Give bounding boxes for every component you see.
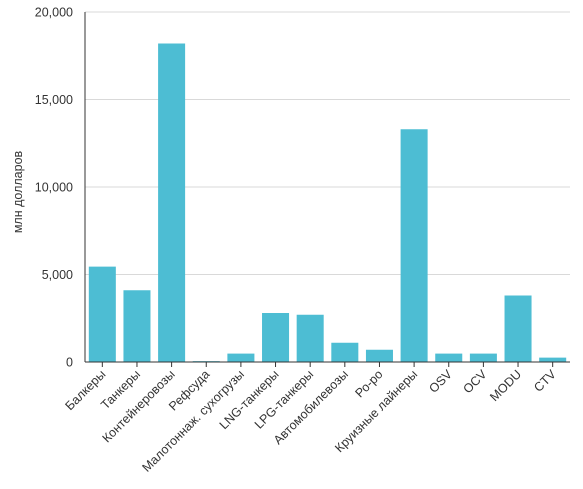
bar xyxy=(227,353,255,362)
bar xyxy=(158,43,186,362)
bar xyxy=(469,353,497,362)
y-axis-title: млн долларов xyxy=(11,150,25,233)
y-tick-label: 5,000 xyxy=(42,268,73,282)
y-tick-label: 10,000 xyxy=(35,181,73,195)
y-axis-tick-labels: 0 5,000 10,000 15,000 20,000 xyxy=(35,6,73,370)
x-tick-label: OCV xyxy=(460,367,490,397)
y-tick-label: 0 xyxy=(66,356,73,370)
bar xyxy=(504,295,532,362)
bar xyxy=(296,314,324,362)
y-tick-label: 15,000 xyxy=(35,93,73,107)
gridlines xyxy=(85,11,570,363)
bar xyxy=(400,129,428,362)
x-tick-label: OSV xyxy=(426,367,455,396)
bar xyxy=(365,349,393,362)
bar xyxy=(435,353,463,362)
bar xyxy=(331,342,359,362)
x-tick-label: CTV xyxy=(531,367,559,395)
bar xyxy=(123,290,151,362)
bar xyxy=(88,266,116,362)
bar xyxy=(262,313,290,362)
bar xyxy=(539,357,567,362)
x-axis-tick-labels: БалкерыТанкерыКонтейнеровозыРефсудаМалот… xyxy=(63,362,559,475)
y-tick-label: 20,000 xyxy=(35,6,73,20)
x-tick-label: Ро-ро xyxy=(352,367,385,400)
x-tick-label: MODU xyxy=(487,367,524,404)
bars xyxy=(88,43,567,362)
